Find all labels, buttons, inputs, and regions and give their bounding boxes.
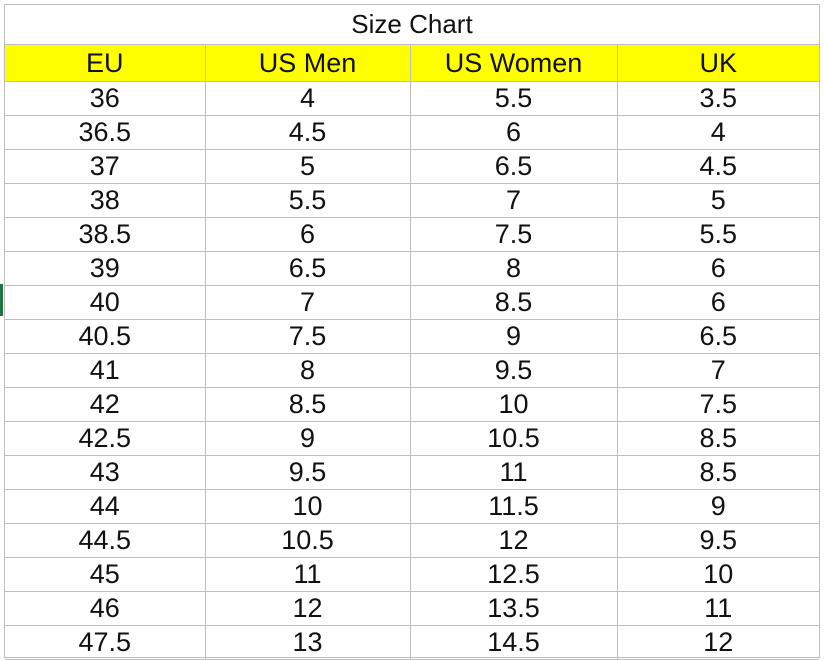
cell-eu: 46 (5, 591, 206, 626)
cell-uk: 6 (617, 251, 819, 286)
cell-eu: 36 (5, 81, 206, 116)
cell-us-women: 11.5 (410, 489, 618, 524)
cell-us-women: 9 (410, 319, 618, 354)
cell-eu: 44.5 (5, 523, 206, 558)
cell-us-men: 10 (205, 489, 411, 524)
cell-uk: 10 (617, 557, 819, 592)
cell-us-men: 5 (205, 149, 411, 184)
cell-us-women: 7.5 (410, 217, 618, 252)
table-row: 47.5 13 14.5 12 (5, 625, 819, 660)
cell-us-men: 9 (205, 421, 411, 456)
selected-cell-marker (0, 284, 3, 316)
table-row: 38.5 6 7.5 5.5 (5, 217, 819, 252)
cell-uk: 12 (617, 625, 819, 660)
cell-us-men: 9.5 (205, 455, 411, 490)
cell-us-women: 8.5 (410, 285, 618, 320)
size-table-body: 36 4 5.5 3.5 36.5 4.5 6 4 37 5 6.5 4.5 38 5.5 7 5 38.5 6 7… (5, 81, 819, 660)
cell-eu: 40.5 (5, 319, 206, 354)
cell-us-men: 12 (205, 591, 411, 626)
cell-eu: 42 (5, 387, 206, 422)
cell-uk: 3.5 (617, 81, 819, 116)
table-row: 40 7 8.5 6 (5, 285, 819, 320)
table-row: 45 11 12.5 10 (5, 557, 819, 592)
cell-us-men: 6 (205, 217, 411, 252)
cell-us-men: 4.5 (205, 115, 411, 150)
cell-us-men: 10.5 (205, 523, 411, 558)
size-table: EU US Men US Women UK 36 4 5.5 3.5 36.5 4.5 6 4… (5, 45, 819, 660)
cell-uk: 8.5 (617, 455, 819, 490)
cell-uk: 4 (617, 115, 819, 150)
table-row: 39 6.5 8 6 (5, 251, 819, 286)
cell-uk: 9.5 (617, 523, 819, 558)
cell-eu: 40 (5, 285, 206, 320)
table-row: 38 5.5 7 5 (5, 183, 819, 218)
cell-us-men: 11 (205, 557, 411, 592)
cell-us-men: 7 (205, 285, 411, 320)
cell-us-men: 8 (205, 353, 411, 388)
cell-eu: 45 (5, 557, 206, 592)
table-row: 41 8 9.5 7 (5, 353, 819, 388)
cell-uk: 5 (617, 183, 819, 218)
cell-uk: 9 (617, 489, 819, 524)
cell-us-women: 5.5 (410, 81, 618, 116)
cell-us-men: 4 (205, 81, 411, 116)
cell-eu: 38 (5, 183, 206, 218)
cell-us-men: 8.5 (205, 387, 411, 422)
table-row: 44.5 10.5 12 9.5 (5, 523, 819, 558)
header-us-men: US Men (205, 45, 411, 82)
table-row: 43 9.5 11 8.5 (5, 455, 819, 490)
header-uk: UK (617, 45, 819, 82)
cell-us-women: 7 (410, 183, 618, 218)
size-chart-sheet: Size Chart EU US Men US Women UK 36 4 5.5 3… (4, 4, 820, 660)
cell-us-women: 12 (410, 523, 618, 558)
table-row: 42.5 9 10.5 8.5 (5, 421, 819, 456)
cell-us-women: 10 (410, 387, 618, 422)
cell-us-women: 9.5 (410, 353, 618, 388)
cell-eu: 41 (5, 353, 206, 388)
table-row: 36.5 4.5 6 4 (5, 115, 819, 150)
cell-us-women: 6.5 (410, 149, 618, 184)
cell-uk: 6 (617, 285, 819, 320)
cell-us-men: 6.5 (205, 251, 411, 286)
table-row: 40.5 7.5 9 6.5 (5, 319, 819, 354)
header-us-women: US Women (410, 45, 618, 82)
header-row: EU US Men US Women UK (5, 45, 819, 82)
cell-uk: 7 (617, 353, 819, 388)
cell-us-women: 11 (410, 455, 618, 490)
cell-us-women: 8 (410, 251, 618, 286)
cell-us-men: 7.5 (205, 319, 411, 354)
cell-eu: 38.5 (5, 217, 206, 252)
cell-us-women: 10.5 (410, 421, 618, 456)
cell-uk: 4.5 (617, 149, 819, 184)
cell-uk: 7.5 (617, 387, 819, 422)
table-row: 42 8.5 10 7.5 (5, 387, 819, 422)
table-row: 36 4 5.5 3.5 (5, 81, 819, 116)
cell-uk: 5.5 (617, 217, 819, 252)
size-chart-title: Size Chart (5, 5, 819, 45)
cell-us-women: 6 (410, 115, 618, 150)
cell-us-women: 13.5 (410, 591, 618, 626)
cell-uk: 8.5 (617, 421, 819, 456)
table-row: 44 10 11.5 9 (5, 489, 819, 524)
cell-eu: 36.5 (5, 115, 206, 150)
cell-eu: 43 (5, 455, 206, 490)
cell-us-women: 14.5 (410, 625, 618, 660)
cell-eu: 39 (5, 251, 206, 286)
cell-eu: 47.5 (5, 625, 206, 660)
cell-uk: 6.5 (617, 319, 819, 354)
cell-us-men: 5.5 (205, 183, 411, 218)
cell-uk: 11 (617, 591, 819, 626)
cell-eu: 37 (5, 149, 206, 184)
cell-eu: 44 (5, 489, 206, 524)
cell-us-women: 12.5 (410, 557, 618, 592)
cell-us-men: 13 (205, 625, 411, 660)
table-row: 37 5 6.5 4.5 (5, 149, 819, 184)
cell-eu: 42.5 (5, 421, 206, 456)
table-row: 46 12 13.5 11 (5, 591, 819, 626)
header-eu: EU (5, 45, 206, 82)
